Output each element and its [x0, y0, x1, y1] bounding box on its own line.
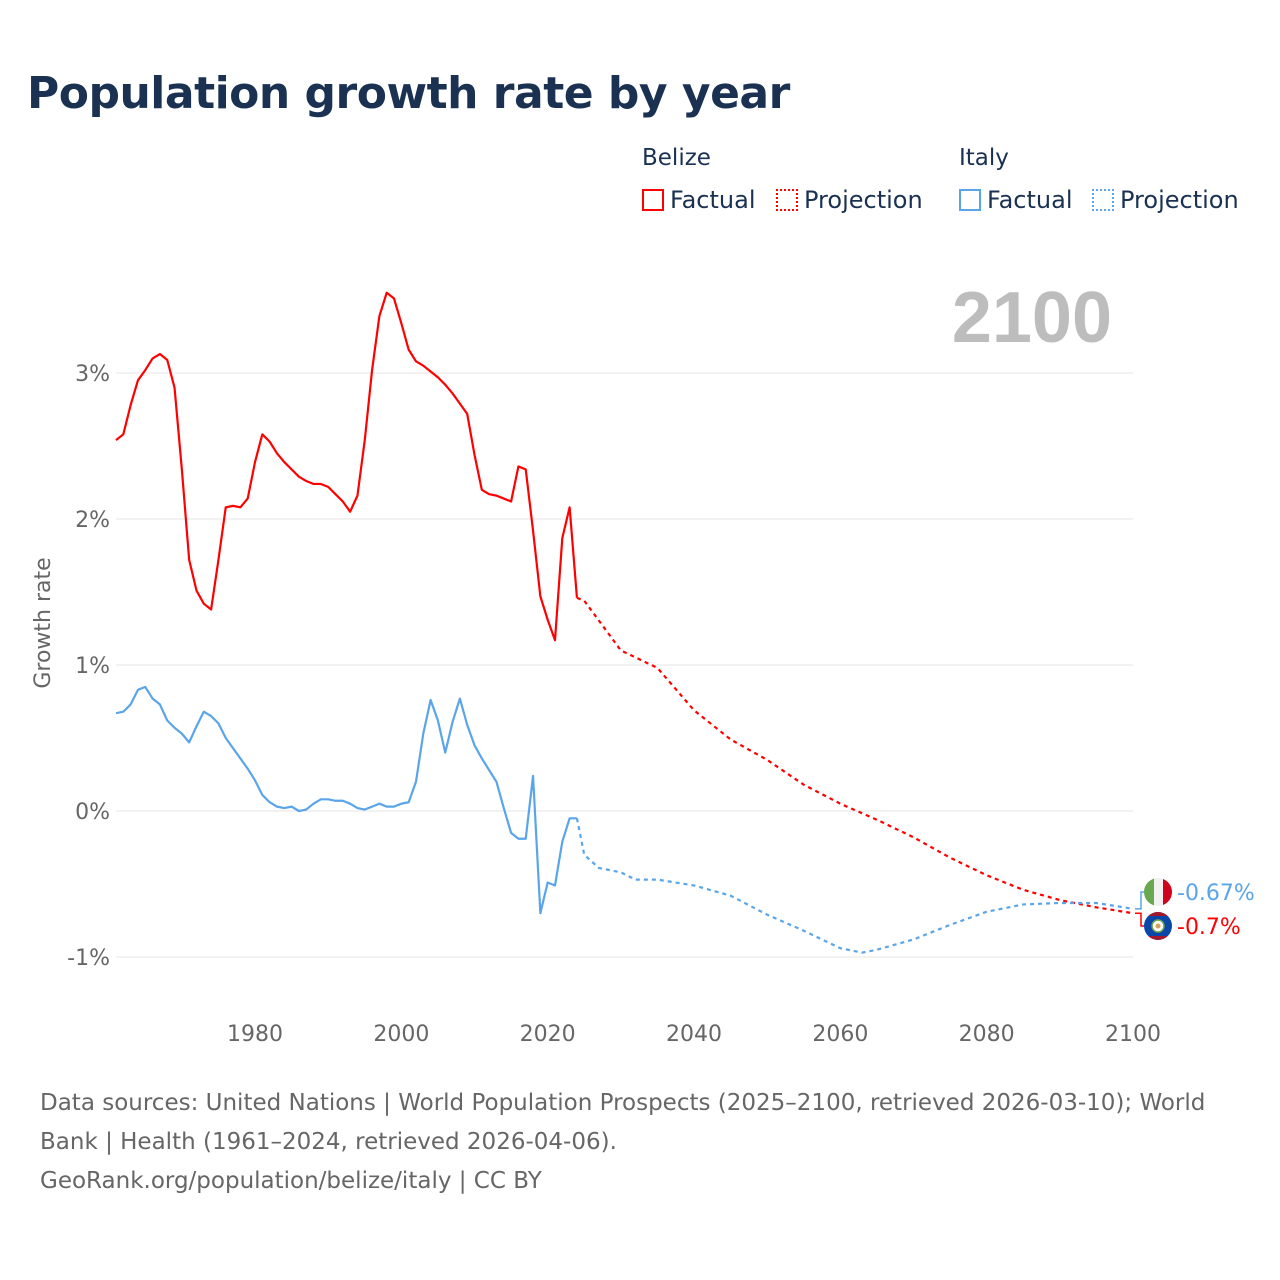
- x-tick-label: 2020: [520, 1022, 576, 1047]
- chart-title: Population growth rate by year: [27, 68, 790, 119]
- footer-sources-line2: Bank | Health (1961–2024, retrieved 2026…: [40, 1129, 617, 1155]
- footer-link[interactable]: GeoRank.org/population/belize/italy | CC…: [40, 1168, 542, 1194]
- flag-stripe-bottom: [1144, 936, 1172, 940]
- x-tick-label: 2060: [812, 1022, 868, 1047]
- end-value-label-belize: -0.7%: [1177, 915, 1241, 940]
- series-line-belize-projection: [576, 596, 1134, 915]
- legend-label: Factual: [987, 186, 1073, 214]
- end-value-label-italy: -0.67%: [1177, 881, 1255, 906]
- flag-stripe-top: [1144, 912, 1172, 916]
- italy-flag-icon: [1144, 878, 1172, 906]
- legend-label: Projection: [804, 186, 923, 214]
- legend-label: Factual: [670, 186, 756, 214]
- x-tick-label: 2040: [666, 1022, 722, 1047]
- y-tick-label: 0%: [75, 800, 110, 825]
- footer-sources-line1: Data sources: United Nations | World Pop…: [40, 1090, 1206, 1116]
- legend-belize-factual[interactable]: Factual: [642, 186, 756, 214]
- flag-stripe-green: [1144, 878, 1154, 906]
- y-tick-label: -1%: [67, 946, 110, 971]
- legend-italy-factual[interactable]: Factual: [959, 186, 1073, 214]
- series-line-belize-factual: [115, 291, 579, 642]
- legend-group-belize: Belize: [642, 145, 711, 171]
- x-tick-label: 2000: [373, 1022, 429, 1047]
- x-tick-label: 2100: [1105, 1022, 1161, 1047]
- legend-swatch-solid: [642, 189, 664, 211]
- series-line-italy-projection: [575, 818, 1134, 954]
- year-indicator: 2100: [952, 278, 1112, 358]
- legend-swatch-solid: [959, 189, 981, 211]
- legend-belize-projection[interactable]: Projection: [776, 186, 923, 214]
- flag-stripe-white: [1154, 878, 1163, 906]
- y-axis-label: Growth rate: [31, 557, 56, 688]
- flag-stripe-red: [1163, 878, 1172, 906]
- belize-flag-icon: [1144, 912, 1172, 940]
- y-tick-label: 1%: [75, 654, 110, 679]
- x-tick-label: 2080: [959, 1022, 1015, 1047]
- legend-group-italy: Italy: [959, 145, 1009, 171]
- y-tick-label: 3%: [75, 362, 110, 387]
- legend-italy-projection[interactable]: Projection: [1092, 186, 1239, 214]
- legend-swatch-dotted: [1092, 189, 1114, 211]
- x-tick-label: 1980: [227, 1022, 283, 1047]
- flag-emblem-center: [1155, 923, 1161, 929]
- y-tick-label: 2%: [75, 508, 110, 533]
- legend-label: Projection: [1120, 186, 1239, 214]
- legend-swatch-dotted: [776, 189, 798, 211]
- series-line-italy-factual: [115, 685, 577, 915]
